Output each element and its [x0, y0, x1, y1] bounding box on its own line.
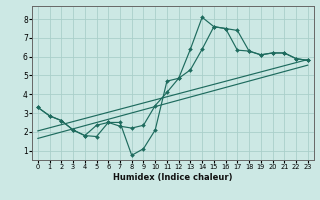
X-axis label: Humidex (Indice chaleur): Humidex (Indice chaleur) — [113, 173, 233, 182]
